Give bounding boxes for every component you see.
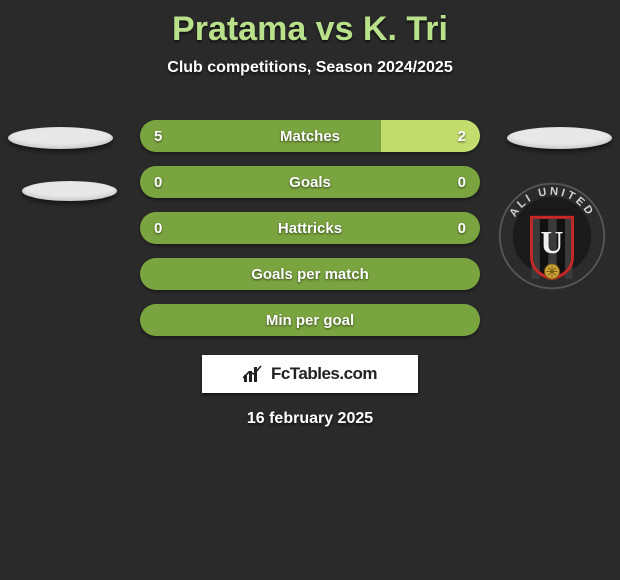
comparison-row-label: Min per goal <box>140 312 480 329</box>
comparison-row-label: Goals per match <box>140 266 480 283</box>
comparison-row-left-value: 0 <box>154 174 162 191</box>
bar-chart-icon <box>243 365 265 383</box>
left-player-avatar-2 <box>22 181 117 201</box>
subtitle: Club competitions, Season 2024/2025 <box>0 59 620 77</box>
comparison-bars: Matches52Goals00Hattricks00Goals per mat… <box>140 120 480 350</box>
site-logo: FcTables.com <box>202 355 418 393</box>
site-logo-text: FcTables.com <box>271 364 377 384</box>
club-badge-letter: U <box>541 225 564 260</box>
comparison-row-right-value: 2 <box>458 128 466 145</box>
comparison-row: Goals per match <box>140 258 480 290</box>
page-title: Pratama vs K. Tri <box>0 0 620 49</box>
comparison-row-right-value: 0 <box>458 174 466 191</box>
comparison-row-right-value: 0 <box>458 220 466 237</box>
comparison-row-label: Goals <box>140 174 480 191</box>
comparison-row: Min per goal <box>140 304 480 336</box>
comparison-row-label: Matches <box>140 128 480 145</box>
left-player-avatar-1 <box>8 127 113 149</box>
date-text: 16 february 2025 <box>0 410 620 428</box>
comparison-row: Hattricks0 0 <box>140 212 480 244</box>
comparison-row: Matches5 2 <box>140 120 480 152</box>
comparison-row-left-value: 0 <box>154 220 162 237</box>
comparison-row-left-value: 5 <box>154 128 162 145</box>
right-player-avatar-1 <box>507 127 612 149</box>
comparison-row-label: Hattricks <box>140 220 480 237</box>
comparison-row: Goals0 0 <box>140 166 480 198</box>
club-badge: ALI UNITED U <box>496 180 608 292</box>
